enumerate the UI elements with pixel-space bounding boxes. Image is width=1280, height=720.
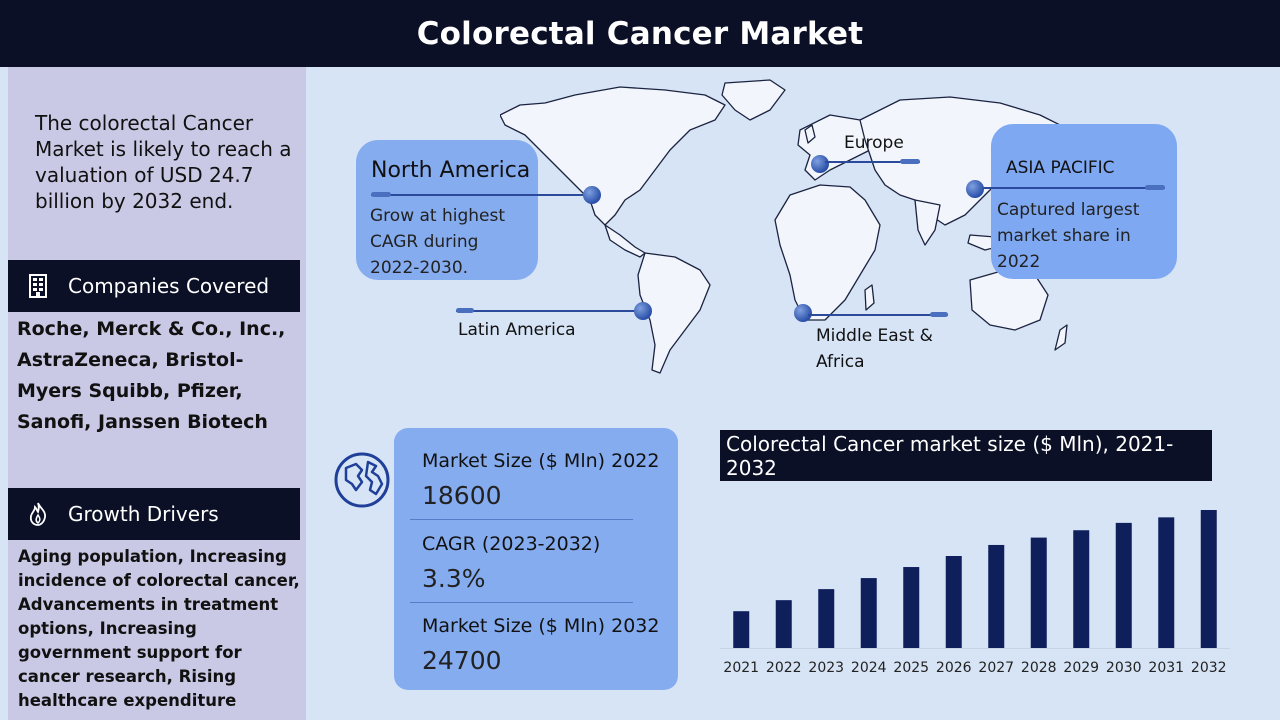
north-america-marker — [583, 186, 601, 204]
x-tick-label: 2023 — [808, 660, 844, 676]
mea-connector — [808, 314, 948, 316]
bar-2024 — [860, 578, 877, 648]
mea-marker — [794, 304, 812, 322]
europe-marker — [811, 155, 829, 173]
metric-value-cagr: 3.3% — [422, 564, 486, 593]
globe-icon — [334, 452, 390, 508]
drivers-heading: Growth Drivers — [68, 502, 219, 526]
mea-connector-cap — [930, 312, 948, 317]
north-america-desc: Grow at highest CAGR during 2022-2030. — [370, 206, 506, 278]
asia-pacific-desc: Captured largest market share in 2022 — [997, 200, 1140, 272]
north-america-title: North America — [371, 158, 531, 183]
metric-separator — [410, 519, 633, 520]
europe-connector — [825, 161, 920, 163]
metric-value-2022: 18600 — [422, 481, 502, 510]
page-title: Colorectal Cancer Market — [416, 15, 864, 52]
companies-heading: Companies Covered — [68, 274, 270, 298]
latin-america-marker — [634, 302, 652, 320]
x-tick-label: 2030 — [1106, 660, 1142, 676]
asia-pacific-connector-cap — [1145, 185, 1165, 190]
x-tick-label: 2026 — [936, 660, 972, 676]
latin-america-title: Latin America — [458, 320, 576, 340]
north-america-box — [356, 140, 538, 280]
x-tick-label: 2028 — [1021, 660, 1057, 676]
x-tick-label: 2032 — [1191, 660, 1227, 676]
asia-pacific-title: ASIA PACIFIC — [1006, 158, 1115, 178]
bar-2028 — [1030, 537, 1047, 648]
bar-chart: 2021 2022 2023 2024 2025 2026 2027 2028 2029 2030… — [720, 510, 1230, 676]
bar-2021 — [733, 611, 750, 648]
asia-pacific-box — [991, 124, 1177, 279]
companies-heading-bar: Companies Covered — [8, 260, 300, 312]
x-tick-label: 2031 — [1148, 660, 1184, 676]
drivers-heading-bar: Growth Drivers — [8, 488, 300, 540]
bar-2029 — [1073, 530, 1090, 648]
metrics-box — [394, 428, 678, 690]
x-tick-label: 2022 — [766, 660, 802, 676]
asia-pacific-connector — [980, 187, 1165, 189]
europe-connector-cap — [900, 159, 920, 164]
bar-2023 — [818, 589, 835, 648]
left-panel — [8, 67, 306, 720]
metric-label-2022: Market Size ($ Mln) 2022 — [422, 450, 660, 472]
x-tick-label: 2027 — [978, 660, 1014, 676]
metric-label-cagr: CAGR (2023-2032) — [422, 533, 601, 555]
drivers-list: Aging population, Increasing incidence o… — [18, 547, 300, 710]
bar-2032 — [1200, 510, 1217, 648]
intro-text: The colorectal Cancer Market is likely t… — [35, 111, 292, 213]
latin-america-connector — [456, 310, 642, 312]
europe-title: Europe — [844, 133, 904, 153]
building-icon — [8, 274, 68, 298]
bar-2030 — [1115, 522, 1132, 648]
companies-list: Roche, Merck & Co., Inc., AstraZeneca, B… — [17, 318, 286, 433]
x-tick-label: 2029 — [1063, 660, 1099, 676]
north-america-connector-cap — [371, 192, 391, 197]
mea-title: Middle East & Africa — [816, 326, 933, 372]
latin-america-connector-cap — [456, 308, 474, 313]
bar-2027 — [988, 544, 1005, 648]
x-tick-label: 2025 — [893, 660, 929, 676]
title-bar: Colorectal Cancer Market — [0, 0, 1280, 67]
flame-icon — [8, 502, 68, 526]
x-tick-label: 2021 — [723, 660, 759, 676]
x-tick-label: 2024 — [851, 660, 887, 676]
metric-separator — [410, 602, 633, 603]
metric-value-2032: 24700 — [422, 646, 502, 675]
bar-2031 — [1158, 517, 1175, 648]
bar-2022 — [775, 600, 792, 648]
metric-label-2032: Market Size ($ Mln) 2032 — [422, 615, 660, 637]
asia-pacific-marker — [966, 180, 984, 198]
chart-title: Colorectal Cancer market size ($ Mln), 2… — [720, 430, 1212, 481]
bar-2026 — [945, 556, 962, 648]
bar-2025 — [903, 567, 920, 648]
north-america-connector — [371, 194, 591, 196]
